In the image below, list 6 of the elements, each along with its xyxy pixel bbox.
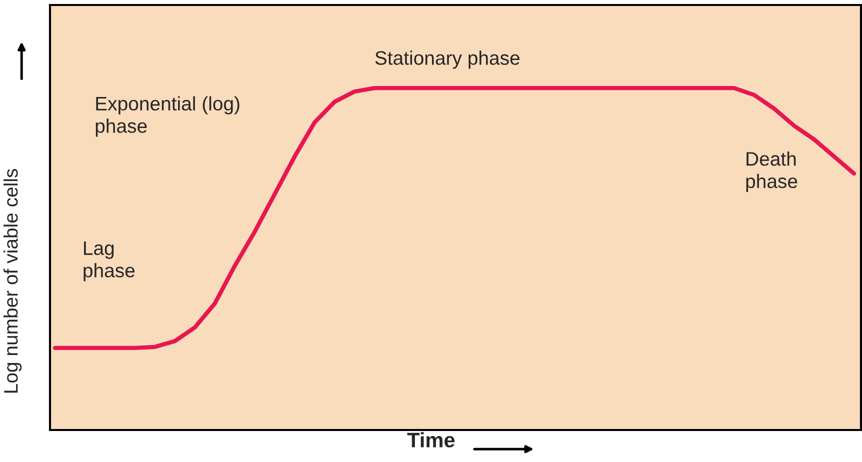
annotation: Exponential (log) phase xyxy=(96,96,240,137)
text: Stationary phase xyxy=(375,50,520,69)
y-axis-title: Log number of viable cells xyxy=(3,168,22,393)
annotation: Lag phase xyxy=(84,241,135,282)
annotation: Death phase xyxy=(746,152,798,192)
x-axis-title: Time xyxy=(407,432,455,448)
